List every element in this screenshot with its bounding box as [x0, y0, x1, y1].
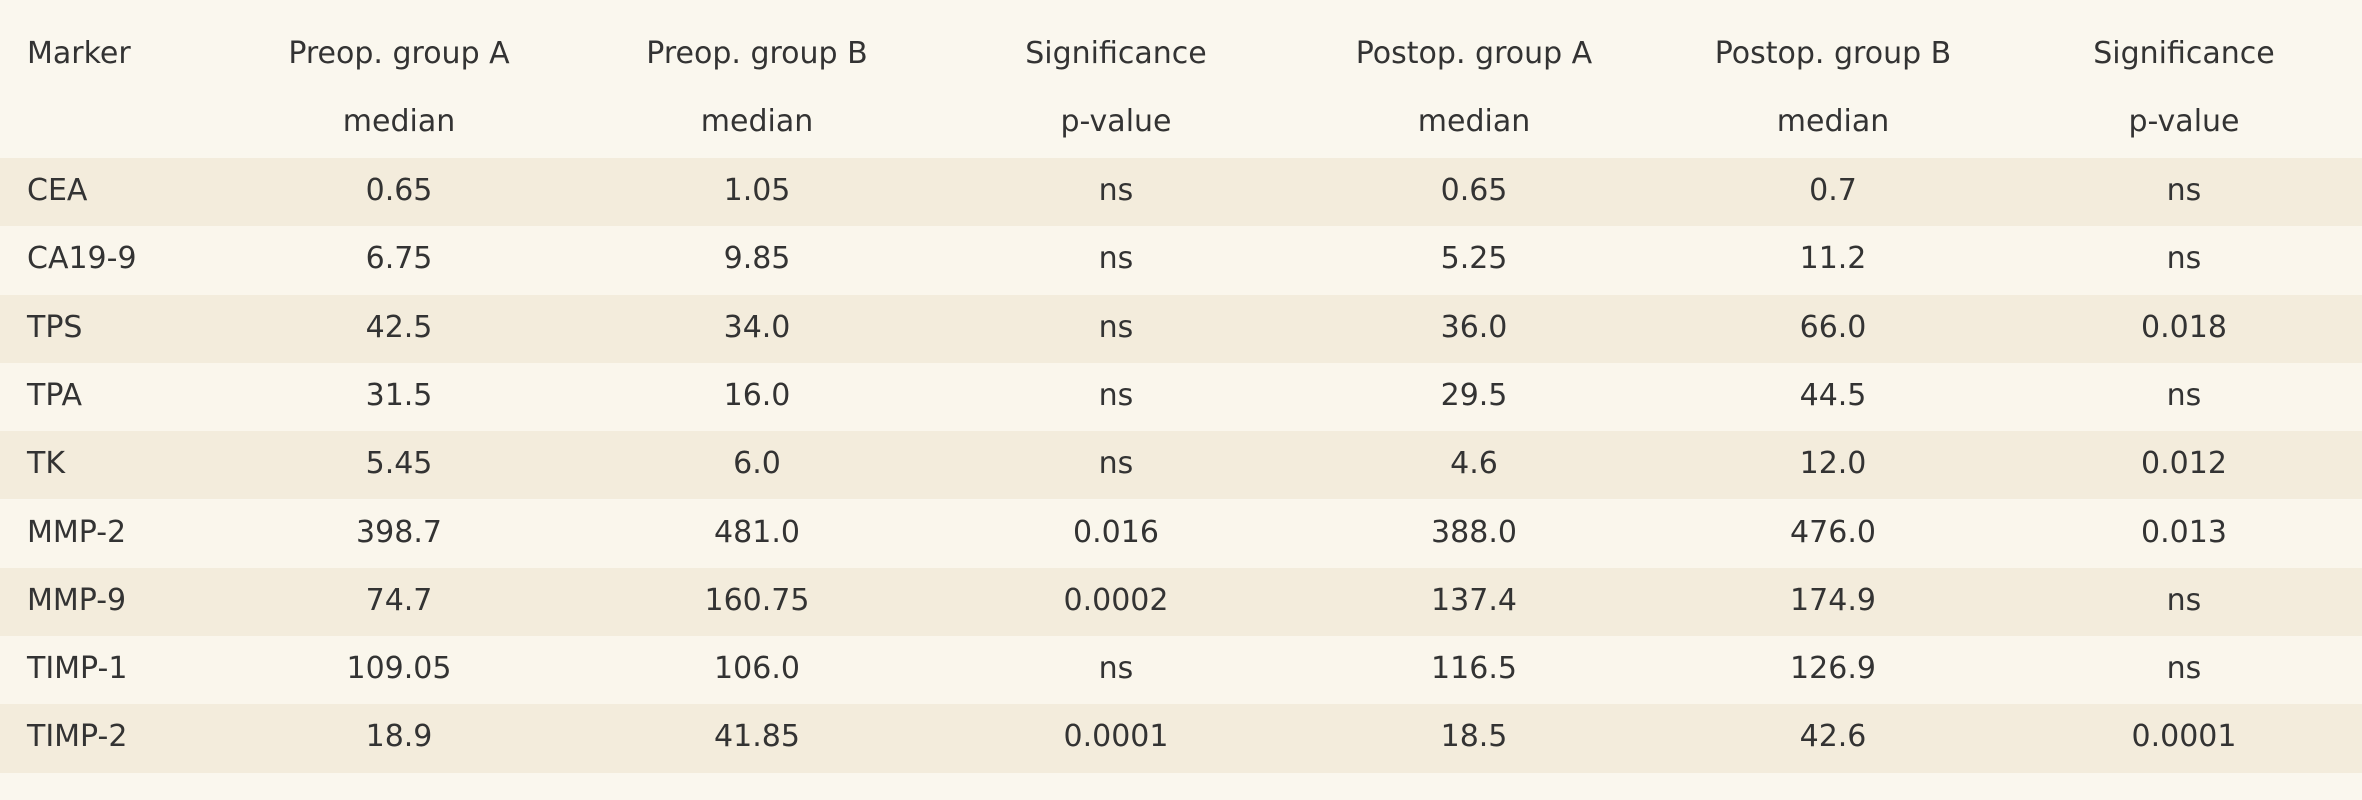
- header-cell: p-value: [2128, 104, 2240, 139]
- table-cell: 481.0: [714, 514, 800, 550]
- header-cell: median: [342, 104, 456, 139]
- table-cell: 0.012: [2141, 446, 2227, 482]
- table-cell: 0.0002: [1063, 582, 1169, 618]
- header-cell: Significance: [2093, 36, 2275, 71]
- header-cell: median: [1417, 104, 1531, 139]
- table-cell: 174.9: [1790, 582, 1876, 618]
- table-cell: 0.016: [1073, 514, 1159, 550]
- header-cell: Significance: [1025, 36, 1207, 71]
- table-cell: 5.25: [1440, 241, 1508, 277]
- header-cell: median: [1776, 104, 1890, 139]
- table-cell: 476.0: [1790, 514, 1876, 550]
- table-cell: 126.9: [1790, 651, 1876, 687]
- table-cell: 0.65: [365, 173, 433, 208]
- table-row: MMP-2 398.7 481.0 0.016 388.0 476.0 0.013: [0, 499, 2362, 568]
- table-cell: 16.0: [723, 377, 791, 413]
- table-cell: TPA: [27, 377, 83, 413]
- table-cell: MMP-9: [27, 582, 127, 618]
- table-cell: 0.0001: [1063, 719, 1169, 755]
- header-cell: Marker: [27, 36, 131, 71]
- table-cell: ns: [1098, 446, 1134, 482]
- table-cell: ns: [1098, 173, 1134, 208]
- header-row: Marker Preop. group A median Preop. group B…: [0, 0, 2362, 158]
- table-cell: 4.6: [1450, 446, 1498, 482]
- table-cell: 42.5: [365, 309, 433, 345]
- table-row: TPS 42.5 34.0 ns 36.0 66.0 0.018: [0, 294, 2362, 363]
- table-cell: ns: [2166, 651, 2202, 687]
- table-cell: TIMP-2: [27, 719, 128, 755]
- table-cell: 0.65: [1440, 173, 1508, 208]
- table-cell: ns: [2166, 173, 2202, 208]
- table-row: TK 5.45 6.0 ns 4.6 12.0 0.012: [0, 431, 2362, 500]
- table-cell: TIMP-1: [27, 651, 128, 687]
- table-cell: 6.75: [365, 241, 433, 277]
- table-row: TPA 31.5 16.0 ns 29.5 44.5 ns: [0, 362, 2362, 432]
- table-cell: 116.5: [1431, 651, 1517, 687]
- table-cell: 74.7: [365, 582, 433, 618]
- table-row: CA19-9 6.75 9.85 ns 5.25 11.2 ns: [0, 226, 2362, 295]
- header-cell: Postop. group B: [1714, 36, 1952, 71]
- table-cell: 42.6: [1799, 719, 1867, 755]
- table-cell: 6.0: [733, 446, 781, 482]
- table-cell: 18.9: [365, 719, 433, 755]
- table-cell: ns: [2166, 241, 2202, 277]
- table-row: CEA 0.65 1.05 ns 0.65 0.7 ns: [0, 158, 2362, 227]
- table-cell: ns: [1098, 651, 1134, 687]
- header-cell: Preop. group A: [288, 36, 510, 71]
- table-cell: 34.0: [723, 309, 791, 345]
- table-cell: MMP-2: [27, 514, 127, 550]
- table-cell: 29.5: [1440, 377, 1508, 413]
- table-cell: 41.85: [714, 719, 800, 755]
- table-cell: 36.0: [1440, 309, 1508, 345]
- table-cell: ns: [1098, 377, 1134, 413]
- table-cell: 9.85: [723, 241, 791, 277]
- table-cell: 5.45: [365, 446, 433, 482]
- table-cell: 109.05: [346, 651, 452, 687]
- table-cell: ns: [2166, 582, 2202, 618]
- table-cell: ns: [1098, 309, 1134, 345]
- header-cell: Postop. group A: [1355, 36, 1593, 71]
- table-cell: 11.2: [1799, 241, 1867, 277]
- table-cell: 12.0: [1799, 446, 1867, 482]
- table-cell: 388.0: [1431, 514, 1517, 550]
- table-row: TIMP-1 109.05 106.0 ns 116.5 126.9 ns: [0, 636, 2362, 705]
- table-cell: TPS: [27, 309, 83, 345]
- table-cell: 66.0: [1799, 309, 1867, 345]
- header-cell: p-value: [1060, 104, 1172, 139]
- table-cell: CA19-9: [27, 241, 137, 277]
- table-row: MMP-9 74.7 160.75 0.0002 137.4 174.9 ns: [0, 567, 2362, 637]
- table-cell: 0.0001: [2131, 719, 2237, 755]
- table-cell: 398.7: [356, 514, 442, 550]
- table-cell: 160.75: [704, 582, 810, 618]
- table-cell: ns: [1098, 241, 1134, 277]
- table-cell: 44.5: [1799, 377, 1867, 413]
- table-cell: 0.013: [2141, 514, 2227, 550]
- table-cell: 18.5: [1440, 719, 1508, 755]
- header-cell: Preop. group B: [646, 36, 868, 71]
- table-cell: 137.4: [1431, 582, 1517, 618]
- table-cell: 0.018: [2141, 309, 2227, 345]
- table-cell: TK: [27, 446, 65, 482]
- table-cell: 31.5: [365, 377, 433, 413]
- table-row: TIMP-2 18.9 41.85 0.0001 18.5 42.6 0.0001: [0, 704, 2362, 773]
- table-cell: 1.05: [723, 173, 791, 208]
- table-cell: 106.0: [714, 651, 800, 687]
- table-cell: CEA: [27, 173, 88, 208]
- header-cell: median: [700, 104, 814, 139]
- table-cell: 0.7: [1809, 173, 1857, 208]
- table-cell: ns: [2166, 377, 2202, 413]
